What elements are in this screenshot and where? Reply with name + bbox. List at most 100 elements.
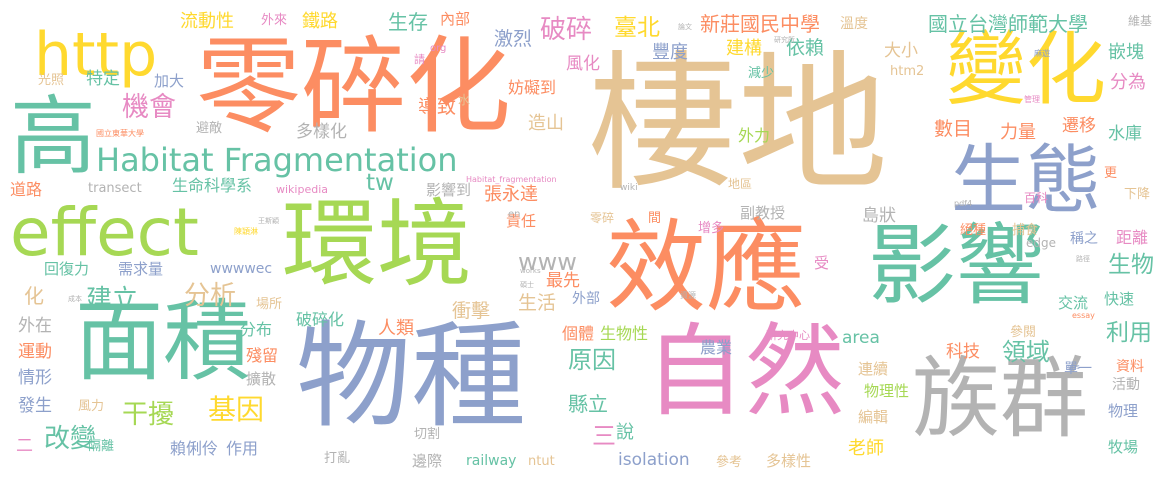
- word: 參閱: [1010, 325, 1037, 340]
- word: ntut: [528, 454, 555, 469]
- word: 三: [592, 422, 616, 450]
- word: 需求量: [118, 260, 164, 278]
- word: 隔離: [88, 439, 115, 454]
- word: 更: [1104, 166, 1118, 181]
- word: 捕食: [1012, 223, 1039, 238]
- word: 絕種: [960, 223, 987, 238]
- word: 管理: [1024, 95, 1040, 104]
- word: 島狀: [862, 206, 896, 226]
- word: 流動性: [180, 11, 234, 32]
- word: 打亂: [324, 451, 351, 466]
- word: 稱之: [1070, 231, 1098, 247]
- word: 建構: [726, 38, 762, 59]
- word: isolation: [618, 450, 690, 470]
- word: 研究所: [774, 36, 795, 44]
- word: 縣立: [568, 392, 608, 416]
- word: 生活: [518, 292, 557, 314]
- word: 碩士: [520, 281, 534, 289]
- word: wwwwec: [210, 261, 273, 277]
- word: essay: [1072, 311, 1095, 320]
- word: 交流: [1058, 294, 1089, 312]
- word: 王斯穎: [258, 217, 279, 225]
- word: 說: [616, 422, 634, 443]
- word: 論文: [678, 23, 692, 31]
- word: 資料: [1116, 359, 1144, 375]
- word: 百科: [1024, 191, 1049, 205]
- word: 利用: [1106, 320, 1152, 346]
- word: 加大: [154, 72, 185, 90]
- word: 維基: [1128, 14, 1153, 28]
- word: 擴散: [246, 370, 277, 388]
- word: 風力: [78, 399, 105, 414]
- word: 影響到: [426, 181, 472, 199]
- word: htm2: [890, 64, 925, 79]
- word: 副教授: [740, 204, 786, 222]
- word: 農業: [700, 338, 733, 357]
- word: 情形: [18, 368, 52, 388]
- word: 編輯: [858, 408, 889, 426]
- word: 單一: [1064, 361, 1092, 377]
- word: 分為: [1110, 72, 1146, 93]
- word: 地區: [728, 177, 753, 191]
- word: 增多: [698, 221, 725, 236]
- word: 數目: [934, 118, 973, 140]
- word: 自然: [645, 313, 845, 430]
- word: 溫度: [840, 16, 868, 32]
- word: 原因: [568, 346, 616, 374]
- word: 作用: [226, 439, 259, 458]
- word: 最先: [546, 271, 580, 291]
- word: 牧場: [1108, 438, 1139, 456]
- word: shs: [1068, 363, 1080, 371]
- word: 陳穎淋: [234, 227, 258, 236]
- word: 零碎化: [196, 26, 512, 148]
- word: effect: [10, 194, 199, 271]
- word: 請: [414, 53, 425, 66]
- word: 人類: [378, 318, 414, 339]
- word: 棲地: [588, 38, 889, 212]
- word: 光照: [38, 73, 65, 88]
- word: 場所: [256, 297, 283, 312]
- word: 環境: [282, 190, 473, 300]
- word: 生存: [388, 10, 428, 34]
- word: 基因: [208, 393, 265, 426]
- word: en: [508, 209, 521, 220]
- word: Habitat Fragmentation: [96, 141, 458, 179]
- word: 高: [10, 87, 96, 187]
- word: 避敵: [196, 121, 223, 136]
- word: 外部: [572, 291, 600, 307]
- word: 水: [458, 93, 471, 107]
- word: 水庫: [1108, 124, 1142, 144]
- word: 張永達: [484, 184, 538, 205]
- word: 效應: [606, 209, 806, 326]
- word: 造山: [528, 113, 564, 134]
- word: edge: [1026, 236, 1056, 250]
- word: 外在: [18, 316, 52, 336]
- word: Habitat_fragmentation: [466, 175, 557, 184]
- word: 物理性: [864, 382, 910, 400]
- word: 道路: [10, 180, 43, 199]
- word: 間: [648, 211, 662, 226]
- word: 改變: [44, 424, 97, 454]
- word: 新莊國民中學: [700, 12, 820, 36]
- word: 零碎: [590, 211, 615, 225]
- word: 臺北: [614, 15, 660, 41]
- word: 破碎化: [296, 310, 345, 329]
- word: 老師: [848, 438, 884, 459]
- word: 生態: [951, 136, 1102, 224]
- word: 切割: [414, 427, 441, 442]
- word: 運動: [18, 342, 52, 362]
- word: 減少: [748, 66, 775, 81]
- word: 發生: [18, 396, 52, 416]
- word: area: [842, 328, 880, 348]
- word: 生物性: [600, 324, 649, 343]
- word: www: [518, 248, 577, 276]
- word: 生命科學系: [172, 176, 253, 195]
- word: 豐度: [652, 42, 688, 63]
- word: 麻遊: [1034, 49, 1050, 58]
- word: wiki: [620, 183, 638, 193]
- word: 研究中心: [766, 329, 810, 342]
- word: 國立台灣師範大學: [928, 12, 1088, 36]
- word: 面積: [75, 290, 252, 393]
- word: 力量: [1000, 122, 1036, 143]
- word: 距離: [1116, 228, 1149, 247]
